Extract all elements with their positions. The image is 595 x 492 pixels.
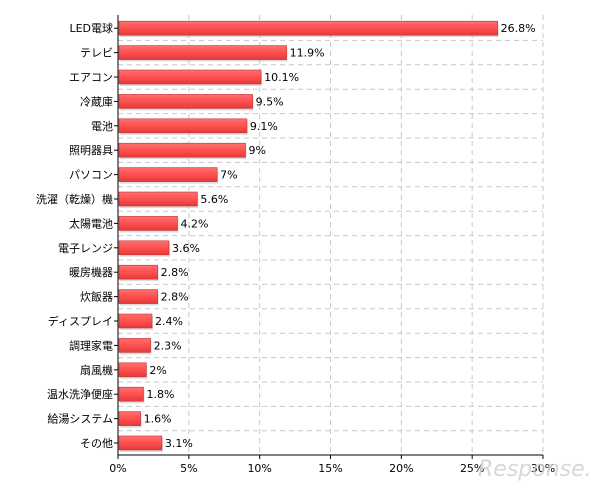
bar — [118, 216, 178, 231]
category-label: 給湯システム — [47, 412, 113, 426]
data-label: 9.1% — [250, 120, 278, 133]
bar — [118, 411, 141, 426]
category-label: 太陽電池 — [69, 217, 113, 230]
x-tick-label: 5% — [180, 462, 197, 475]
data-label: 2.8% — [161, 266, 189, 279]
data-label: 2.3% — [154, 339, 182, 352]
x-tick-label: 10% — [247, 462, 271, 475]
category-label: 電子レンジ — [58, 242, 113, 255]
data-label: 26.8% — [501, 22, 536, 35]
data-label: 1.6% — [144, 413, 172, 426]
bar — [118, 69, 262, 85]
bar — [118, 191, 198, 207]
category-label: 扇風機 — [80, 363, 113, 377]
axes — [114, 15, 544, 459]
x-tick-label: 20% — [389, 462, 413, 475]
bar — [118, 118, 248, 134]
watermark-text: Response. — [478, 457, 592, 482]
data-label: 5.6% — [200, 193, 228, 206]
data-label: 10.1% — [264, 71, 299, 84]
category-label: 洗濯（乾燥）機 — [36, 192, 113, 206]
bar — [118, 386, 144, 402]
bar — [118, 20, 498, 36]
bar — [118, 45, 287, 60]
category-label: 調理家電 — [69, 338, 113, 352]
data-label: 3.6% — [172, 242, 200, 255]
labels: 26.8% LED電球 11.9% テレビ 10.1% エアコン 9.5% 冷蔵庫 9.1% 電池… — [36, 21, 555, 475]
data-label: 9% — [249, 144, 266, 157]
data-label: 3.1% — [165, 437, 193, 450]
category-label: テレビ — [80, 47, 113, 60]
watermark-logo: Response. — [478, 457, 592, 482]
bar — [118, 142, 246, 158]
bar — [118, 362, 147, 378]
category-label: 電池 — [91, 120, 113, 133]
category-label: その他 — [80, 437, 113, 450]
x-tick-label: 25% — [460, 462, 484, 475]
bars — [118, 20, 499, 452]
category-label: 温水洗浄便座 — [47, 387, 113, 401]
category-label: パソコン — [69, 169, 113, 182]
x-tick-label: 15% — [318, 462, 342, 475]
data-label: 4.2% — [181, 217, 209, 230]
category-label: 暖房機器 — [69, 265, 113, 279]
grid-lines — [118, 15, 544, 455]
bar — [118, 289, 158, 304]
category-label: LED電球 — [69, 21, 113, 35]
category-label: 冷蔵庫 — [80, 94, 113, 108]
category-label: 炊飯器 — [80, 290, 113, 304]
bar — [118, 94, 253, 109]
x-tick-label: 0% — [109, 462, 126, 475]
data-label: 2.4% — [155, 315, 183, 328]
data-label: 2% — [149, 364, 166, 377]
category-label: ディスプレイ — [48, 314, 113, 328]
data-label: 1.8% — [147, 388, 175, 401]
bar — [118, 313, 153, 329]
bar — [118, 435, 163, 451]
data-label: 9.5% — [256, 95, 284, 108]
category-label: 照明器具 — [69, 144, 113, 157]
category-label: エアコン — [69, 71, 113, 84]
x-tick-label: 30% — [531, 462, 555, 475]
bar — [118, 264, 158, 280]
bar — [118, 338, 151, 353]
data-label: 11.9% — [290, 47, 325, 60]
data-label: 2.8% — [161, 291, 189, 304]
bar — [118, 240, 170, 256]
bar — [118, 167, 218, 182]
data-label: 7% — [220, 169, 237, 182]
